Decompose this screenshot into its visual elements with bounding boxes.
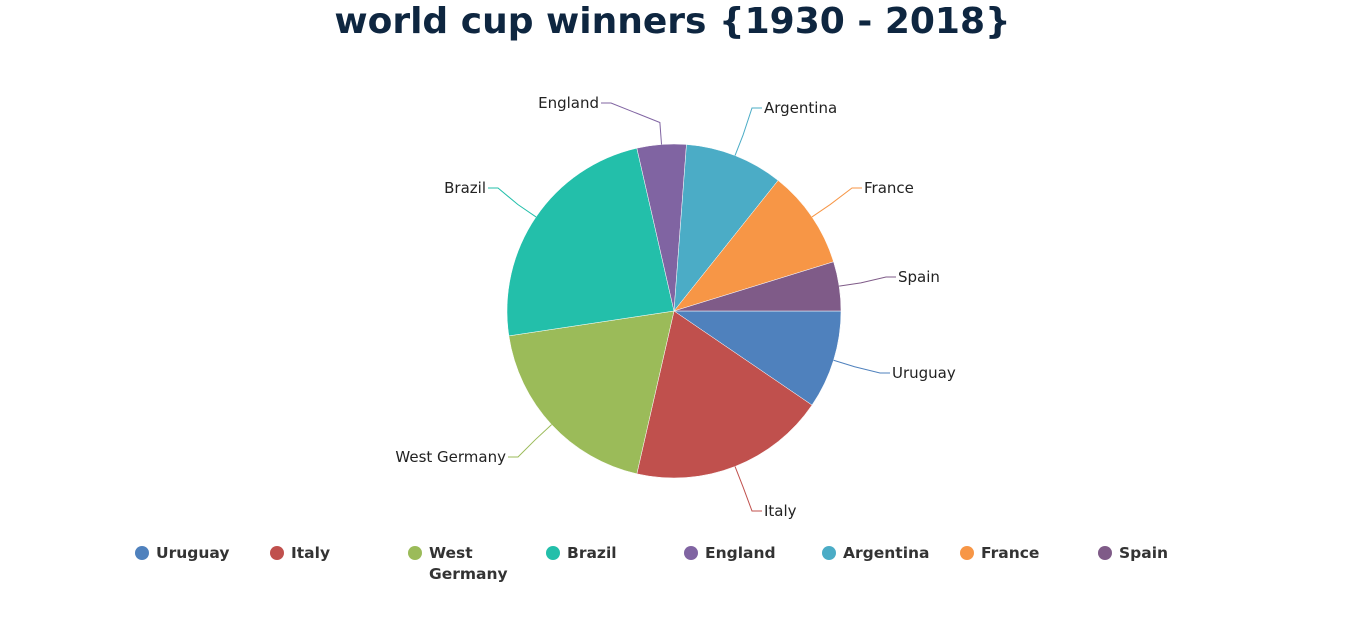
legend-marker-icon: [1098, 546, 1112, 560]
leader-line-italy: [734, 466, 762, 512]
slice-label-italy: Italy: [764, 502, 797, 520]
leader-line-west-germany: [508, 424, 552, 458]
slice-label-england: England: [538, 94, 599, 112]
legend-marker-icon: [960, 546, 974, 560]
chart-title: world cup winners {1930 - 2018}: [334, 1, 1011, 42]
legend-label: West Germany: [429, 544, 508, 583]
legend: Uruguay Italy West Germany Brazil England Arg…: [0, 543, 1345, 603]
pie-slice-italy[interactable]: [636, 310, 813, 479]
leader-line-brazil: [488, 187, 537, 218]
legend-marker-icon: [822, 546, 836, 560]
leader-line-spain: [839, 276, 896, 287]
legend-item-spain[interactable]: Spain: [1098, 543, 1209, 564]
slice-label-brazil: Brazil: [444, 179, 486, 197]
legend-item-west-germany[interactable]: West Germany: [408, 543, 519, 585]
legend-marker-icon: [135, 546, 149, 560]
slice-label-uruguay: Uruguay: [892, 364, 956, 382]
legend-label: Spain: [1119, 544, 1169, 562]
slice-label-west-germany: West Germany: [395, 448, 506, 466]
legend-marker-icon: [270, 546, 284, 560]
legend-label: Uruguay: [156, 544, 230, 562]
legend-item-italy[interactable]: Italy: [270, 543, 381, 564]
legend-marker-icon: [684, 546, 698, 560]
legend-marker-icon: [546, 546, 560, 560]
leader-line-argentina: [734, 107, 762, 156]
legend-label: France: [981, 544, 1040, 562]
leader-line-england: [601, 102, 663, 145]
label-leader-lines: [488, 102, 896, 512]
legend-item-france[interactable]: France: [960, 543, 1071, 564]
slice-label-argentina: Argentina: [764, 99, 837, 117]
legend-item-uruguay[interactable]: Uruguay: [135, 543, 246, 564]
slice-label-spain: Spain: [898, 268, 940, 286]
slice-labels: Uruguay Italy West Germany Brazil England Arg…: [395, 94, 955, 520]
legend-label: Argentina: [843, 544, 930, 562]
legend-item-england[interactable]: England: [684, 543, 795, 564]
pie-slices: [506, 143, 842, 479]
legend-item-argentina[interactable]: Argentina: [822, 543, 933, 564]
pie-slice-uruguay[interactable]: [673, 310, 842, 406]
slice-label-france: France: [864, 179, 914, 197]
pie-slice-spain[interactable]: [673, 261, 842, 312]
leader-line-france: [811, 187, 862, 218]
legend-marker-icon: [408, 546, 422, 560]
pie-slice-west-germany[interactable]: [508, 310, 675, 475]
legend-label: Italy: [291, 544, 331, 562]
legend-label: England: [705, 544, 776, 562]
leader-line-uruguay: [833, 359, 890, 374]
legend-label: Brazil: [567, 544, 617, 562]
legend-item-brazil[interactable]: Brazil: [546, 543, 657, 564]
